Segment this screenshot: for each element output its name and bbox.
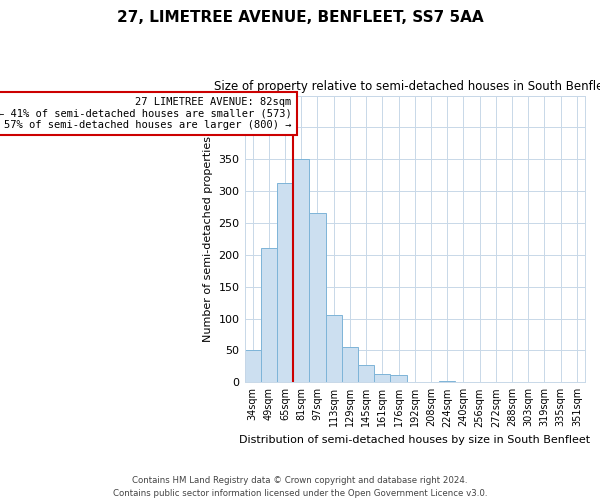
Bar: [439, 381, 455, 382]
Bar: [391, 374, 407, 382]
Bar: [261, 248, 277, 382]
Title: Size of property relative to semi-detached houses in South Benfleet: Size of property relative to semi-detach…: [214, 80, 600, 93]
Text: Contains HM Land Registry data © Crown copyright and database right 2024.
Contai: Contains HM Land Registry data © Crown c…: [113, 476, 487, 498]
Bar: [277, 183, 293, 382]
Bar: [310, 213, 326, 382]
Bar: [326, 316, 342, 382]
X-axis label: Distribution of semi-detached houses by size in South Benfleet: Distribution of semi-detached houses by …: [239, 435, 590, 445]
Bar: [342, 346, 358, 382]
Y-axis label: Number of semi-detached properties: Number of semi-detached properties: [203, 136, 213, 342]
Bar: [374, 374, 391, 382]
Bar: [245, 350, 261, 382]
Bar: [358, 365, 374, 382]
Bar: [293, 160, 310, 382]
Text: 27 LIMETREE AVENUE: 82sqm
← 41% of semi-detached houses are smaller (573)
57% of: 27 LIMETREE AVENUE: 82sqm ← 41% of semi-…: [0, 97, 292, 130]
Text: 27, LIMETREE AVENUE, BENFLEET, SS7 5AA: 27, LIMETREE AVENUE, BENFLEET, SS7 5AA: [116, 10, 484, 25]
